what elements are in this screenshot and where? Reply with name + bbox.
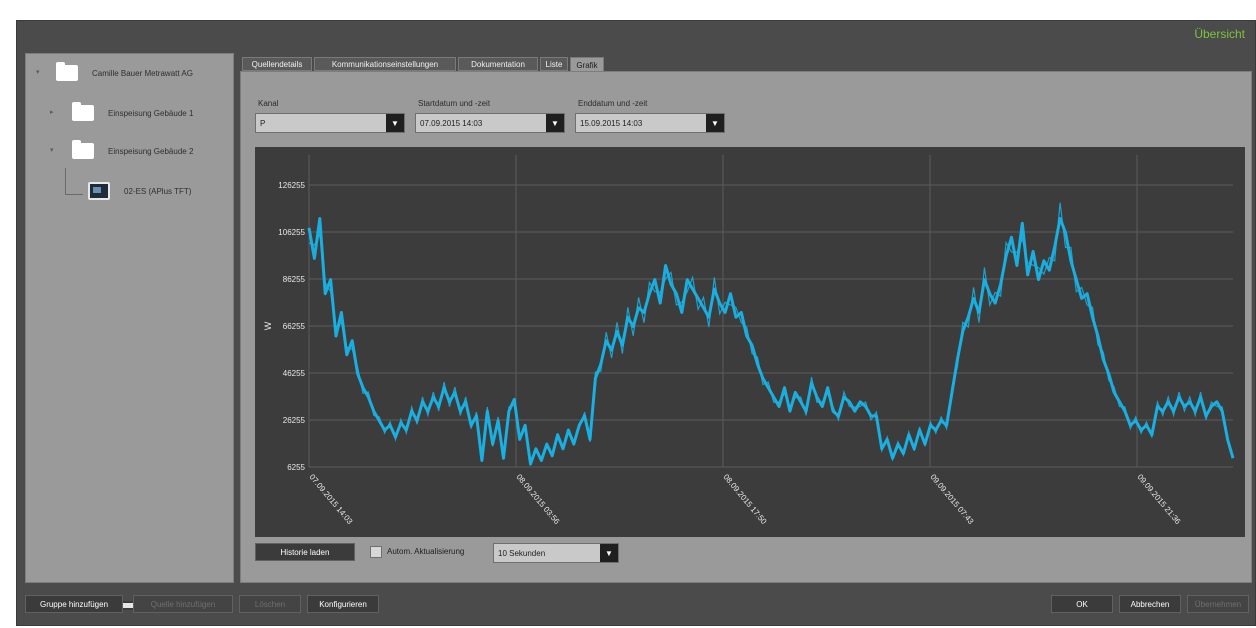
series-line [307, 217, 1235, 466]
folder-icon [72, 102, 94, 121]
source-tree: ▾ Camille Bauer Metrawatt AG ▸ Einspeisu… [25, 53, 234, 610]
app-window: Übersicht ▾ Camille Bauer Metrawatt AG ▸… [16, 20, 1256, 626]
series-line-noise [308, 202, 1234, 466]
tree-item-label: Einspeisung Gebäude 2 [108, 146, 194, 156]
tree-item-building-1[interactable]: ▸ Einspeisung Gebäude 1 [50, 100, 193, 126]
y-tick-label: 26255 [283, 416, 306, 425]
y-tick-label: 46255 [283, 369, 306, 378]
interval-value: 10 Sekunden [498, 548, 546, 558]
kanal-select[interactable]: P ▼ [255, 113, 405, 133]
folder-icon [72, 140, 94, 159]
kanal-label: Kanal [258, 99, 279, 108]
ok-button[interactable]: OK [1051, 595, 1113, 613]
configure-button[interactable]: Konfigurieren [307, 595, 379, 613]
collapse-icon[interactable]: ▾ [50, 147, 54, 154]
tab-quellendetails[interactable]: Quellendetails [242, 57, 312, 71]
y-tick-label: 6255 [287, 463, 305, 472]
y-tick-label: 126255 [278, 181, 305, 190]
tree-item-label: Camille Bauer Metrawatt AG [92, 68, 193, 78]
delete-button[interactable]: Löschen [239, 595, 301, 613]
tree-item-label: 02-ES (APlus TFT) [124, 186, 192, 196]
expand-icon[interactable]: ▸ [50, 109, 54, 116]
tree-item-building-2[interactable]: ▾ Einspeisung Gebäude 2 [50, 138, 193, 164]
auto-update-checkbox[interactable] [370, 546, 382, 558]
x-tick-label: 09.09.2015 21:36 [1135, 473, 1182, 527]
y-tick-label: 106255 [278, 228, 305, 237]
x-tick-label: 08.09.2015 03:56 [514, 473, 561, 527]
start-label: Startdatum und -zeit [418, 99, 491, 108]
y-tick-label: 66255 [283, 322, 306, 331]
chart-svg: 6255 26255 46255 66255 86255 106255 126255 07.0… [263, 155, 1235, 527]
x-tick-label: 07.09.2015 14:03 [307, 473, 354, 527]
chevron-down-icon[interactable]: ▼ [600, 544, 618, 562]
overview-link[interactable]: Übersicht [1194, 27, 1245, 41]
device-icon [88, 182, 110, 200]
apply-button[interactable]: Übernehmen [1187, 595, 1249, 613]
end-value: 15.09.2015 14:03 [580, 118, 643, 128]
tab-grafik[interactable]: Grafik [570, 57, 604, 72]
interval-select[interactable]: 10 Sekunden ▼ [493, 543, 619, 563]
x-tick-label: 09.09.2015 07:43 [928, 473, 975, 527]
scrollbar-thumb[interactable] [47, 603, 207, 608]
load-history-button[interactable]: Historie laden [255, 543, 355, 561]
tree-connector [65, 168, 66, 194]
end-date-select[interactable]: 15.09.2015 14:03 ▼ [575, 113, 725, 133]
start-value: 07.09.2015 14:03 [420, 118, 483, 128]
kanal-value: P [260, 118, 266, 128]
tab-dokumentation[interactable]: Dokumentation [458, 57, 538, 71]
chevron-down-icon[interactable]: ▼ [546, 114, 564, 132]
add-source-button[interactable]: Quelle hinzufügen [133, 595, 233, 613]
tab-kommunikation[interactable]: Kommunikationseinstellungen [314, 57, 456, 71]
cancel-button[interactable]: Abbrechen [1119, 595, 1181, 613]
auto-update-label: Autom. Aktualisierung [387, 547, 465, 556]
tab-liste[interactable]: Liste [540, 57, 568, 71]
folder-icon [56, 62, 78, 81]
start-date-select[interactable]: 07.09.2015 14:03 ▼ [415, 113, 565, 133]
end-label: Enddatum und -zeit [578, 99, 648, 108]
tree-item-device[interactable]: 02-ES (APlus TFT) [88, 178, 191, 204]
collapse-icon[interactable]: ▾ [36, 69, 40, 76]
y-tick-label: 86255 [283, 275, 306, 284]
x-tick-label: 08.09.2015 17:50 [721, 473, 768, 527]
chevron-down-icon[interactable]: ▼ [386, 114, 404, 132]
power-chart: 6255 26255 46255 66255 86255 106255 126255 07.0… [255, 147, 1245, 537]
tree-item-label: Einspeisung Gebäude 1 [108, 108, 194, 118]
tree-item-root[interactable]: ▾ Camille Bauer Metrawatt AG [36, 60, 193, 86]
tree-connector [65, 194, 83, 195]
y-axis-label: W [263, 321, 273, 330]
chevron-down-icon[interactable]: ▼ [706, 114, 724, 132]
add-group-button[interactable]: Gruppe hinzufügen [25, 595, 123, 613]
